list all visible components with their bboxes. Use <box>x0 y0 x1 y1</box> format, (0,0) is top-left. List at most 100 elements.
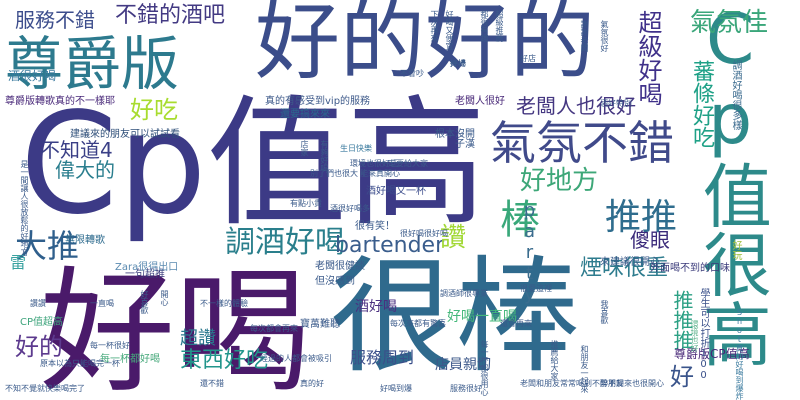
cloud-word: 生日快樂 <box>340 144 372 153</box>
cloud-word: 不錯的酒吧 <box>115 3 226 28</box>
cloud-word: 一句超推 <box>125 269 165 280</box>
cloud-word: 老闆很健談 <box>315 261 365 272</box>
cloud-word: 下次再來 <box>430 10 439 42</box>
cloud-word: 雷 <box>10 253 27 272</box>
cloud-word: 好喝又便宜 <box>445 10 454 50</box>
cloud-word: 很愛這裡 <box>520 284 552 293</box>
cloud-word: 好玩 <box>730 240 741 260</box>
cloud-word: 根本沒開 <box>435 129 475 140</box>
cloud-word: 老闆人也很好 <box>516 94 636 118</box>
cloud-word: 好的好的 <box>255 0 596 92</box>
cloud-word: 真的好 <box>300 379 324 388</box>
cloud-word: 好的 <box>15 333 63 361</box>
cloud-word: 建議來的朋友可以試試看 <box>70 129 180 140</box>
cloud-word: 是一間讓人很放鬆的好地方 <box>20 160 29 256</box>
cloud-word: 原本以為只能喝完一杯 <box>40 359 120 368</box>
cloud-word: 捧場 <box>450 59 466 68</box>
cloud-word: 真的有感受到vip的服務 <box>265 96 371 107</box>
cloud-word: 帶朋友來也很開心 <box>600 379 664 388</box>
cloud-word: 還要搞來來 <box>280 109 330 120</box>
cloud-word: 超讚 <box>180 328 216 349</box>
cloud-word: 傻眼 <box>630 228 670 252</box>
cloud-word: 推推推 <box>670 290 694 350</box>
cloud-word: Shot真的好喝到爆炸 <box>735 308 744 400</box>
cloud-word: 別了們也很大 <box>310 169 358 178</box>
cloud-word: 尊爵版 <box>5 30 180 98</box>
cloud-word: 蕃條好吃 <box>689 60 714 148</box>
cloud-word: 煙味很重 <box>580 256 669 281</box>
cloud-word: bartender <box>335 233 445 258</box>
cloud-word: 不會吵 <box>400 69 424 78</box>
cloud-word: 每一杯都很用心 <box>480 340 489 396</box>
cloud-word: 子漢 <box>455 139 475 150</box>
cloud-word: 超級推薦 <box>495 10 504 42</box>
cloud-word: 開心 <box>160 290 169 306</box>
cloud-word: 不一樣的體驗 <box>200 299 248 308</box>
cloud-word: 東西好吃 <box>180 348 269 373</box>
cloud-word: 氣氛很好 <box>600 20 609 52</box>
cloud-word: 酒好特別 <box>600 99 632 108</box>
cloud-word: 每一杯都好喝 <box>100 354 160 365</box>
cloud-word: 好喝 <box>40 254 310 400</box>
cloud-word: 超級好喝 <box>634 10 662 106</box>
cloud-word: 讚讚 <box>30 299 46 308</box>
cloud-word: 服務周到 <box>350 348 415 367</box>
cloud-word: 好 <box>670 363 694 391</box>
cloud-word: 寶萬難聽 <box>300 319 340 330</box>
cloud-word: 氣氛佳 <box>690 8 769 38</box>
cloud-word: 偉大的 <box>55 158 115 182</box>
cloud-word: 謝謝老闆 <box>580 20 589 52</box>
cloud-word: 好店 <box>520 54 536 63</box>
cloud-word: 尊爵版轉歌真的不一樣耶 <box>5 96 115 107</box>
cloud-word: 不知道4 <box>40 138 113 162</box>
cloud-word: 服務很好 <box>450 384 482 393</box>
cloud-word: Cp值很高 <box>690 0 771 368</box>
cloud-word: 學生可以打折100 <box>698 288 709 381</box>
cloud-word: 每次都會再來 <box>250 324 298 333</box>
cloud-word: 讚 <box>440 223 467 253</box>
cloud-word: 環境也很好玩 <box>350 159 398 168</box>
cloud-word: 服務不錯 <box>15 8 95 32</box>
cloud-word: 很好喝很好喝 <box>400 229 448 238</box>
cloud-word: 無限轉歌 <box>65 235 105 246</box>
cloud-word: 經過的人都會被吸引 <box>260 354 332 363</box>
cloud-word: 很有笑！ <box>355 221 395 232</box>
cloud-word: 但沒感到 <box>315 276 355 287</box>
cloud-word: 老闆和朋友常常喝到不醉不歸 <box>520 379 624 388</box>
cloud-word: 都很有趣 <box>480 10 489 42</box>
cloud-word: 一定要給大家 <box>380 159 428 168</box>
cloud-word: 推推 <box>605 197 678 238</box>
cloud-word: Cp值高 <box>20 83 487 246</box>
cloud-word: 酒很好喝 <box>8 69 57 83</box>
cloud-word: 能來真開心 <box>360 169 400 178</box>
cloud-word: 好吃 <box>130 96 178 124</box>
cloud-word: 好棒 <box>450 59 466 68</box>
cloud-word: 調酒好喝 <box>225 225 345 260</box>
cloud-word: 好喝到爆 <box>380 384 412 393</box>
cloud-word: 好喜歡 <box>140 290 149 314</box>
cloud-word: 推薦給大家 <box>550 340 559 380</box>
cloud-word: 棒 <box>500 197 540 243</box>
cloud-word: 不知不覺就快樂喝完了 <box>5 384 85 393</box>
cloud-word: 一直喝 <box>90 299 114 308</box>
cloud-word: 每一杯很好 <box>90 341 130 350</box>
cloud-word: CP值超高 <box>20 317 64 328</box>
cloud-word: 和朋友一起來 <box>580 345 589 393</box>
cloud-word: 調酒師很專業 <box>440 289 488 298</box>
cloud-word: party <box>519 200 540 305</box>
cloud-word: 老闆人很好 <box>455 96 505 107</box>
cloud-word: 大推 <box>15 227 80 265</box>
cloud-word: 店員親切 <box>435 357 491 373</box>
cloud-word: 店家 <box>300 140 309 156</box>
cloud-word: 外面喝不到的口味 <box>650 263 730 274</box>
cloud-word: 有點小貴 <box>290 199 322 208</box>
cloud-word: 有夠好喝 <box>320 140 329 172</box>
cloud-word: 每次來都有驚喜 <box>390 319 446 328</box>
cloud-word: 還會再來 <box>500 319 532 328</box>
cloud-word: 酒好喝 <box>355 299 397 315</box>
cloud-word: 環境也好 <box>690 320 699 352</box>
cloud-word: 調酒好喝很多樣 <box>730 60 741 130</box>
cloud-word: 好地方 <box>520 166 599 196</box>
cloud-word: 還不錯 <box>200 379 224 388</box>
